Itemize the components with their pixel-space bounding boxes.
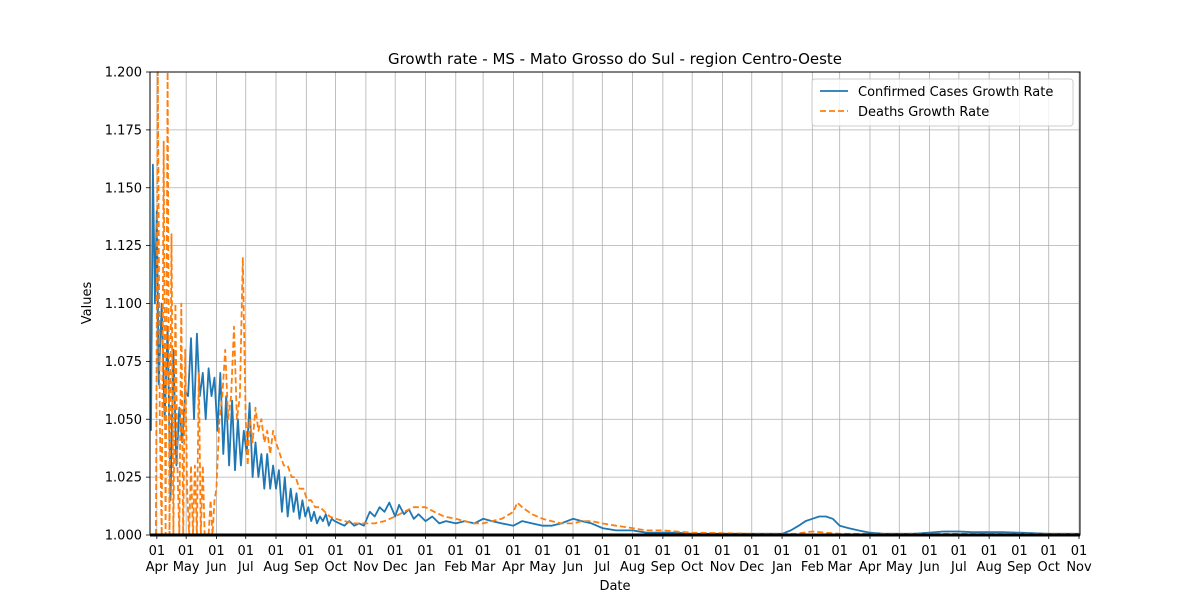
x-tick-month-label: Apr: [146, 560, 169, 575]
x-tick-month-label: Apr: [502, 560, 525, 575]
y-axis-ticks: 1.000 1.025 1.050 1.075 1.100 1.125 1.150 1.175…: [105, 66, 150, 544]
x-tick-day-label: 01: [327, 544, 344, 559]
x-tick-month-label: Dec: [383, 560, 408, 575]
x-tick-day-label: 01: [268, 544, 285, 559]
x-tick-day-label: 01: [951, 544, 968, 559]
y-tick-label: 1.175: [105, 123, 142, 138]
x-tick-month-label: Jul: [593, 560, 610, 575]
x-tick-day-label: 01: [208, 544, 225, 559]
y-tick-label: 1.075: [105, 355, 142, 370]
x-tick-month-label: Jun: [205, 560, 226, 575]
x-tick-month-label: Aug: [620, 560, 645, 575]
x-tick-day-label: 01: [594, 544, 611, 559]
x-tick-day-label: 01: [714, 544, 731, 559]
x-tick-day-label: 01: [1011, 544, 1028, 559]
y-tick-label: 1.000: [105, 529, 142, 544]
chart-title: Growth rate - MS - Mato Grosso do Sul - …: [388, 50, 842, 68]
legend-box: [811, 78, 1074, 127]
x-tick-day-label: 01: [447, 544, 464, 559]
legend-label-confirmed: Confirmed Cases Growth Rate: [858, 85, 1053, 100]
x-tick-day-label: 01: [149, 544, 166, 559]
y-tick-label: 1.050: [105, 413, 142, 428]
x-axis-label: Date: [599, 579, 630, 594]
x-tick-day-label: 01: [505, 544, 522, 559]
x-tick-month-label: Dec: [739, 560, 764, 575]
x-tick-day-label: 01: [1071, 544, 1088, 559]
series-line-deaths: [155, 71, 1079, 536]
x-tick-month-label: Mar: [827, 560, 852, 575]
x-tick-month-label: Nov: [353, 560, 379, 575]
x-tick-day-label: 01: [891, 544, 908, 559]
x-tick-month-label: Jun: [918, 560, 939, 575]
x-tick-month-label: Sep: [651, 560, 676, 575]
x-tick-day-label: 01: [981, 544, 998, 559]
y-tick-label: 1.125: [105, 239, 142, 254]
x-tick-day-label: 01: [655, 544, 672, 559]
x-tick-month-label: Oct: [681, 560, 703, 575]
y-tick-label: 1.100: [105, 297, 142, 312]
x-tick-month-label: Mar: [471, 560, 496, 575]
legend-label-deaths: Deaths Growth Rate: [858, 105, 989, 120]
x-tick-day-label: 01: [417, 544, 434, 559]
x-tick-day-label: 01: [743, 544, 760, 559]
x-tick-month-label: Aug: [263, 560, 288, 575]
x-tick-month-label: May: [173, 560, 200, 575]
x-tick-month-label: Oct: [324, 560, 346, 575]
x-tick-month-label: Apr: [859, 560, 882, 575]
plot-frame: [149, 71, 1081, 536]
x-axis-ticks: 01Apr01May01Jun01Jul01Aug01Sep01Oct01Nov…: [146, 535, 1092, 575]
x-tick-month-label: May: [529, 560, 556, 575]
x-tick-month-label: Jan: [771, 560, 792, 575]
x-tick-month-label: Oct: [1037, 560, 1059, 575]
x-tick-month-label: Jun: [562, 560, 583, 575]
x-tick-month-label: Feb: [801, 560, 824, 575]
x-tick-month-label: Nov: [1066, 560, 1092, 575]
x-tick-day-label: 01: [237, 544, 254, 559]
x-tick-day-label: 01: [774, 544, 791, 559]
x-tick-month-label: Jan: [414, 560, 435, 575]
x-tick-day-label: 01: [178, 544, 195, 559]
x-tick-month-label: Aug: [976, 560, 1001, 575]
x-tick-day-label: 01: [921, 544, 938, 559]
x-tick-month-label: Feb: [444, 560, 467, 575]
x-tick-day-label: 01: [298, 544, 315, 559]
legend: Confirmed Cases Growth Rate Deaths Growt…: [811, 78, 1074, 127]
x-tick-day-label: 01: [624, 544, 641, 559]
y-tick-label: 1.025: [105, 471, 142, 486]
x-tick-day-label: 01: [475, 544, 492, 559]
x-tick-month-label: May: [886, 560, 913, 575]
y-tick-label: 1.150: [105, 181, 142, 196]
x-tick-month-label: Nov: [710, 560, 736, 575]
x-tick-day-label: 01: [804, 544, 821, 559]
x-tick-day-label: 01: [1040, 544, 1057, 559]
x-tick-month-label: Jul: [237, 560, 254, 575]
x-tick-day-label: 01: [358, 544, 375, 559]
x-tick-day-label: 01: [862, 544, 879, 559]
x-tick-month-label: Sep: [294, 560, 319, 575]
y-tick-label: 1.200: [105, 66, 142, 81]
x-tick-day-label: 01: [831, 544, 848, 559]
x-tick-month-label: Sep: [1007, 560, 1032, 575]
x-tick-month-label: Jul: [950, 560, 967, 575]
x-tick-day-label: 01: [534, 544, 551, 559]
x-tick-day-label: 01: [387, 544, 404, 559]
data-series: [150, 71, 1079, 536]
x-tick-day-label: 01: [565, 544, 582, 559]
y-axis-label: Values: [80, 282, 95, 325]
x-tick-day-label: 01: [684, 544, 701, 559]
